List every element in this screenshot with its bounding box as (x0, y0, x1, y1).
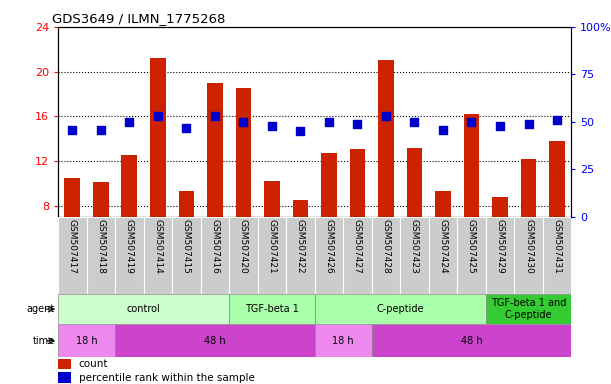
Text: TGF-beta 1 and
C-peptide: TGF-beta 1 and C-peptide (491, 298, 566, 320)
Bar (457, 217, 486, 294)
Text: GSM507424: GSM507424 (439, 219, 447, 274)
Bar (58, 324, 115, 357)
Point (96, 126, 106, 132)
Bar (492, 197, 508, 295)
Bar (178, 191, 194, 295)
Text: GSM507419: GSM507419 (125, 219, 134, 274)
Bar (293, 200, 309, 295)
Bar (429, 217, 457, 294)
Text: agent: agent (27, 304, 55, 314)
Bar (58, 359, 71, 369)
Text: GSM507416: GSM507416 (210, 219, 219, 274)
Text: GSM507428: GSM507428 (381, 219, 390, 274)
Point (495, 122, 505, 129)
Text: time: time (33, 336, 55, 346)
Text: GSM507429: GSM507429 (496, 219, 505, 274)
Bar (521, 159, 536, 295)
Bar (321, 153, 337, 295)
Text: GSM507423: GSM507423 (410, 219, 419, 274)
Bar (115, 324, 315, 357)
Point (210, 113, 220, 119)
Text: 18 h: 18 h (332, 336, 354, 346)
Bar (315, 324, 371, 357)
Bar (371, 217, 400, 294)
Bar (236, 88, 251, 295)
Bar (486, 217, 514, 294)
Text: GSM507420: GSM507420 (239, 219, 248, 274)
Text: GSM507425: GSM507425 (467, 219, 476, 274)
Text: GSM507414: GSM507414 (153, 219, 163, 274)
Bar (378, 60, 394, 295)
Bar (549, 141, 565, 295)
Bar (315, 294, 486, 324)
Point (552, 117, 562, 123)
Bar (464, 114, 480, 295)
Point (381, 113, 391, 119)
Bar (65, 178, 80, 295)
Point (324, 119, 334, 125)
Bar (229, 294, 315, 324)
Text: GSM507431: GSM507431 (552, 219, 562, 274)
Bar (400, 217, 429, 294)
Bar (286, 217, 315, 294)
Point (467, 119, 477, 125)
Bar (486, 294, 571, 324)
Text: control: control (126, 304, 161, 314)
Point (67, 126, 77, 132)
Bar (93, 182, 109, 295)
Bar (58, 217, 87, 294)
Point (238, 119, 248, 125)
Bar (229, 217, 258, 294)
Text: GSM507418: GSM507418 (97, 219, 105, 274)
Text: TGF-beta 1: TGF-beta 1 (245, 304, 299, 314)
Text: GSM507422: GSM507422 (296, 219, 305, 274)
Text: C-peptide: C-peptide (376, 304, 424, 314)
Bar (122, 156, 137, 295)
Text: GSM507415: GSM507415 (182, 219, 191, 274)
Point (409, 119, 419, 125)
Point (438, 126, 448, 132)
Text: 48 h: 48 h (461, 336, 482, 346)
Text: GSM507427: GSM507427 (353, 219, 362, 274)
Bar (200, 217, 229, 294)
Bar (150, 58, 166, 295)
Point (153, 113, 163, 119)
Bar (115, 217, 144, 294)
Bar (264, 181, 280, 295)
Text: 48 h: 48 h (204, 336, 225, 346)
Point (181, 124, 191, 131)
Bar (543, 217, 571, 294)
Text: GSM507430: GSM507430 (524, 219, 533, 274)
Text: percentile rank within the sample: percentile rank within the sample (79, 372, 254, 382)
Point (125, 119, 134, 125)
Point (296, 128, 306, 134)
Text: GDS3649 / ILMN_1775268: GDS3649 / ILMN_1775268 (52, 12, 225, 25)
Bar (87, 217, 115, 294)
Text: count: count (79, 359, 108, 369)
Bar (349, 149, 365, 295)
Bar (435, 191, 451, 295)
Text: GSM507426: GSM507426 (324, 219, 334, 274)
Bar (144, 217, 172, 294)
Bar (58, 372, 71, 382)
Bar (207, 83, 223, 295)
Point (267, 122, 277, 129)
Bar (315, 217, 343, 294)
Text: GSM507417: GSM507417 (68, 219, 77, 274)
Bar (407, 147, 422, 295)
Bar (371, 324, 571, 357)
Text: 18 h: 18 h (76, 336, 97, 346)
Bar (343, 217, 371, 294)
Bar (258, 217, 286, 294)
Bar (172, 217, 200, 294)
Bar (58, 294, 229, 324)
Bar (514, 217, 543, 294)
Point (353, 121, 362, 127)
Point (524, 121, 533, 127)
Text: GSM507421: GSM507421 (268, 219, 276, 274)
